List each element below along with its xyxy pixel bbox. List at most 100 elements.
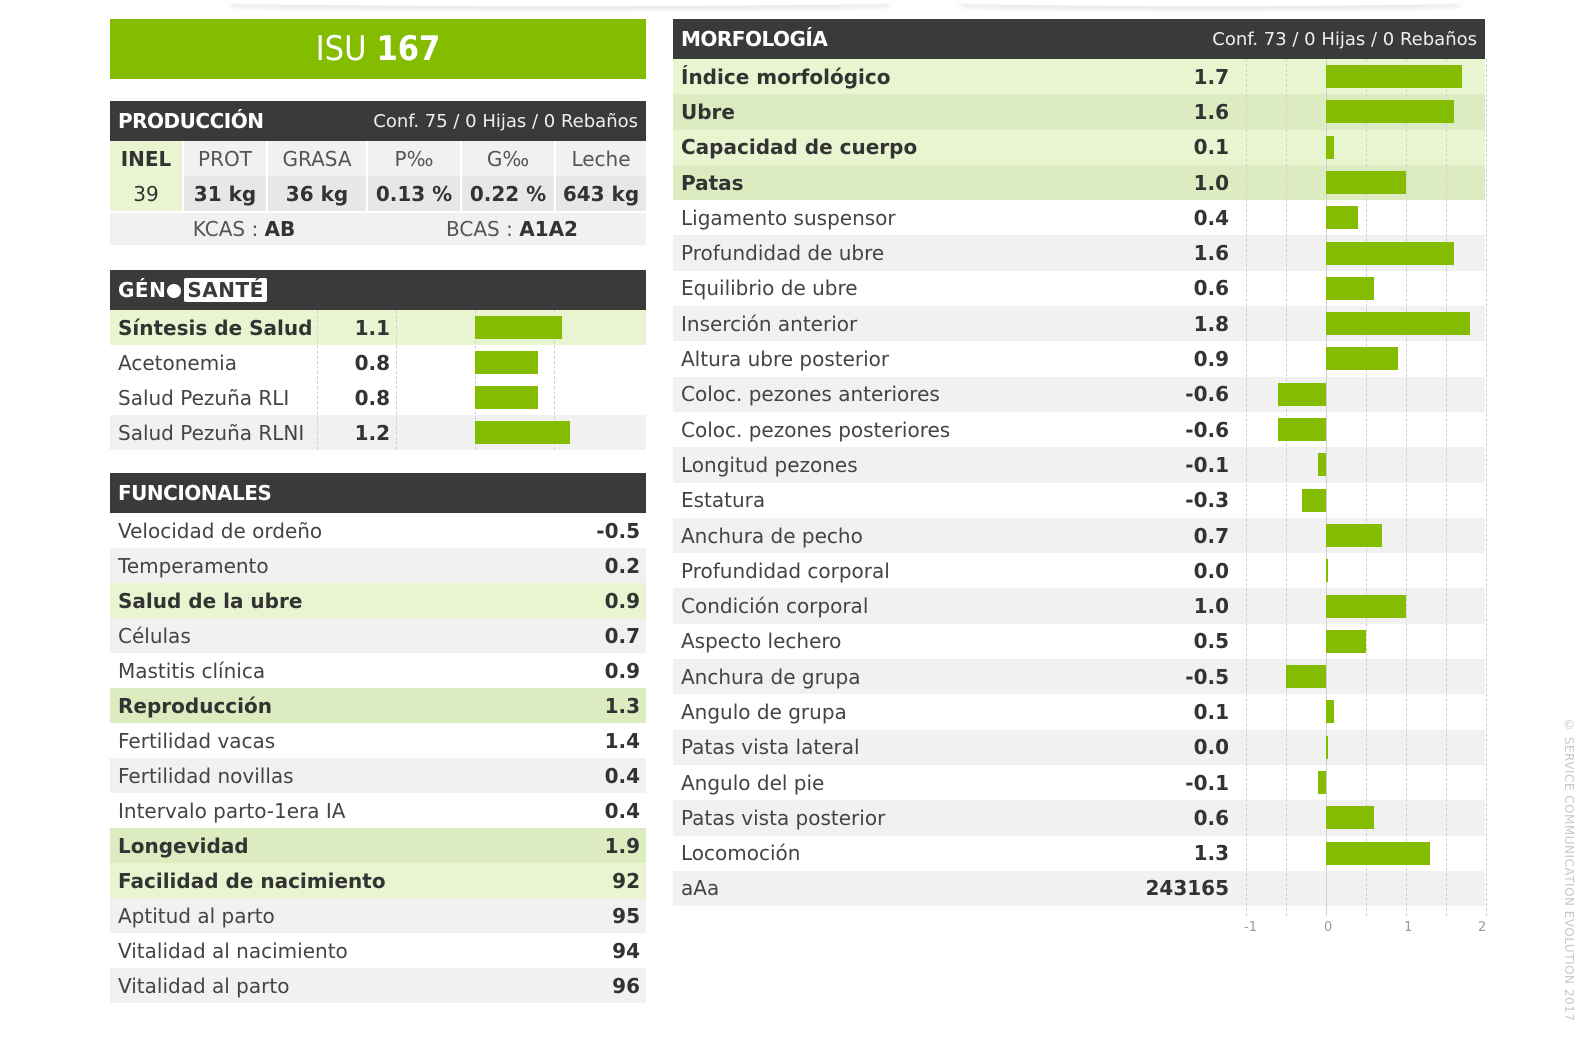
morfologia-bar — [1318, 453, 1326, 477]
produccion-col-header: GRASA — [268, 141, 368, 176]
funcionales-row: Salud de la ubre 0.9 — [110, 583, 646, 618]
morfologia-axis-tick: -1 — [1244, 920, 1257, 936]
morfologia-value: 1.7 — [1193, 64, 1229, 89]
funcionales-list: Velocidad de ordeño -0.5 Temperamento 0.2 Sa… — [110, 513, 646, 1003]
morfologia-row: Estatura -0.3 — [673, 482, 1485, 518]
funcionales-label: Mastitis clínica — [118, 658, 266, 683]
morfologia-row: Longitud pezones -0.1 — [673, 447, 1485, 483]
morfologia-bar — [1326, 347, 1398, 371]
funcionales-row: Mastitis clínica 0.9 — [110, 653, 646, 688]
morfologia-bar — [1278, 382, 1326, 406]
morfologia-row: Patas vista lateral 0.0 — [673, 729, 1485, 765]
funcionales-value: 0.9 — [604, 588, 640, 613]
funcionales-label: Velocidad de ordeño — [118, 518, 323, 543]
morfologia-gridline — [1326, 59, 1327, 917]
genosante-value: 0.8 — [354, 350, 390, 375]
funcionales-value: 0.7 — [604, 623, 640, 648]
morfologia-label: Patas vista posterior — [681, 805, 886, 830]
funcionales-label: Temperamento — [118, 553, 269, 578]
morfologia-value: 0.6 — [1193, 276, 1229, 301]
morfologia-row: Profundidad corporal 0.0 — [673, 553, 1485, 589]
funcionales-label: Longevidad — [118, 833, 249, 858]
bcas: BCAS : A1A2 — [378, 217, 646, 241]
produccion-header: PRODUCCIÓN Conf. 75 / 0 Hijas / 0 Rebaño… — [110, 101, 646, 141]
morfologia-label: Angulo de grupa — [681, 699, 847, 724]
morfologia-value: 0.0 — [1193, 735, 1229, 760]
morfologia-label: Aspecto lechero — [681, 629, 842, 654]
morfologia-label: Anchura de grupa — [681, 664, 861, 689]
morfologia-row: Coloc. pezones anteriores -0.6 — [673, 376, 1485, 412]
morfologia-bar — [1326, 700, 1334, 724]
morfologia-bar — [1326, 735, 1328, 759]
morfologia-bar — [1326, 806, 1374, 830]
funcionales-row: Longevidad 1.9 — [110, 828, 646, 863]
funcionales-label: Vitalidad al parto — [118, 973, 290, 998]
produccion-value: 0.13 % — [368, 176, 462, 211]
casein-row: KCAS : AB BCAS : A1A2 — [110, 211, 646, 245]
morfologia-value: -0.1 — [1185, 452, 1229, 477]
morfologia-label: Profundidad corporal — [681, 558, 890, 583]
genosante-list: Síntesis de Salud 1.1 Acetonemia 0.8 Salud P… — [110, 310, 646, 450]
morfologia-bar — [1326, 241, 1454, 265]
morfologia-row: Capacidad de cuerpo 0.1 — [673, 129, 1485, 165]
morfologia-bar — [1326, 100, 1454, 124]
morfologia-label: Estatura — [681, 488, 766, 513]
heartbeat-icon — [167, 284, 182, 298]
morfologia-bar — [1326, 65, 1462, 88]
genosante-gridline — [554, 310, 555, 450]
funcionales-label: Aptitud al parto — [118, 903, 275, 928]
morfologia-row: Anchura de grupa -0.5 — [673, 659, 1485, 695]
funcionales-label: Fertilidad vacas — [118, 728, 276, 753]
genosante-gridline — [396, 310, 397, 450]
morfologia-value: -0.6 — [1185, 417, 1229, 442]
genosante-value: 0.8 — [354, 385, 390, 410]
kcas-value: AB — [264, 217, 296, 241]
kcas: KCAS : AB — [110, 217, 378, 241]
produccion-conf: Conf. 75 / 0 Hijas / 0 Rebaños — [373, 110, 638, 132]
morfologia-value: -0.3 — [1185, 488, 1229, 513]
morfologia-value: 0.7 — [1193, 523, 1229, 548]
genosante-label: Salud Pezuña RLNI — [118, 420, 305, 445]
funcionales-label: Reproducción — [118, 693, 272, 718]
morfologia-value: 0.9 — [1193, 347, 1229, 372]
produccion-value: 0.22 % — [462, 176, 556, 211]
kcas-label: KCAS : — [192, 217, 265, 241]
genosante-value: 1.1 — [354, 315, 390, 340]
morfologia-bar — [1326, 559, 1328, 583]
produccion-value: 36 kg — [268, 176, 368, 211]
funcionales-label: Fertilidad novillas — [118, 763, 294, 788]
genosante-row: Salud Pezuña RLI 0.8 — [110, 380, 646, 415]
morfologia-axis-tick: 2 — [1478, 920, 1487, 936]
morfologia-bar — [1326, 276, 1374, 300]
morfologia-gridline — [1406, 59, 1407, 917]
morfologia-label: Locomoción — [681, 841, 801, 866]
morfologia-gridline — [1446, 59, 1447, 917]
morfologia-value: 0.6 — [1193, 805, 1229, 830]
morfologia-gridline — [1366, 59, 1367, 917]
funcionales-value: 92 — [612, 868, 640, 893]
funcionales-label: Salud de la ubre — [118, 588, 303, 613]
genosante-logo: GÉN SANTÉ — [118, 278, 267, 302]
morfologia-gridline — [1286, 59, 1287, 917]
bull-title: ISU 167 — [110, 19, 646, 79]
morfologia-label: Índice morfológico — [681, 64, 891, 89]
morfologia-label: Condición corporal — [681, 594, 869, 619]
morfologia-value: 1.0 — [1193, 170, 1229, 195]
genosante-row: Acetonemia 0.8 — [110, 345, 646, 380]
morfologia-title: MORFOLOGÍA — [681, 27, 828, 51]
genosante-label: Síntesis de Salud — [118, 315, 313, 340]
funcionales-label: Vitalidad al nacimiento — [118, 938, 348, 963]
morfologia-header: MORFOLOGÍA Conf. 73 / 0 Hijas / 0 Rebaño… — [673, 19, 1485, 59]
morfologia-row: Coloc. pezones posteriores -0.6 — [673, 411, 1485, 448]
morfologia-label: Ubre — [681, 99, 735, 124]
funcionales-row: Reproducción 1.3 — [110, 688, 646, 723]
genosante-gridline — [317, 310, 318, 450]
top-shadow-left — [230, 0, 890, 6]
funcionales-header: FUNCIONALES — [110, 473, 646, 513]
morfologia-bar — [1326, 135, 1334, 159]
bcas-label: BCAS : — [446, 217, 520, 241]
funcionales-row: Vitalidad al nacimiento 94 — [110, 933, 646, 968]
morfologia-value: 0.1 — [1193, 699, 1229, 724]
morfologia-bar — [1326, 594, 1406, 618]
genosante-bar — [475, 386, 539, 409]
